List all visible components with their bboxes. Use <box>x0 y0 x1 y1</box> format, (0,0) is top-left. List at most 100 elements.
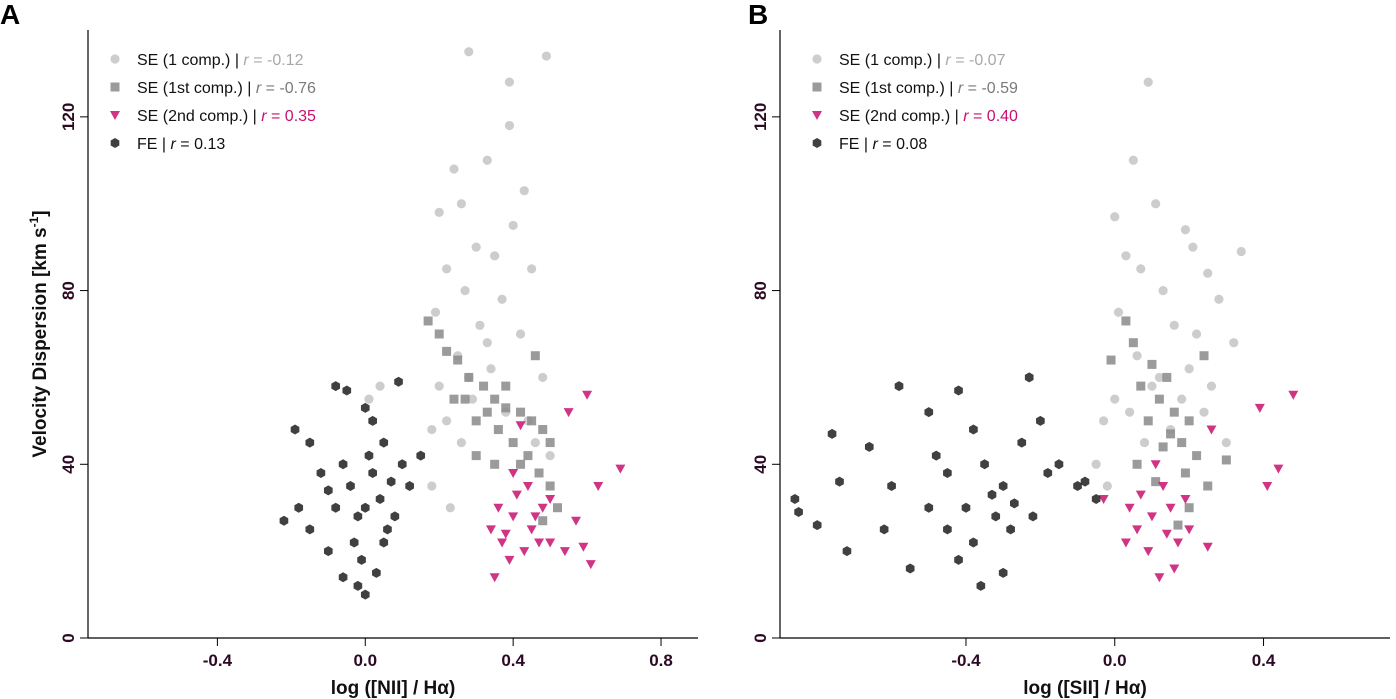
series <box>279 376 426 600</box>
point <box>449 394 459 404</box>
legend-name: SE (1 comp.) <box>137 52 230 69</box>
point <box>1151 199 1161 209</box>
point <box>453 355 463 365</box>
point <box>545 451 555 461</box>
y-tick-label: 0 <box>59 633 78 642</box>
point <box>1203 268 1213 278</box>
point <box>1206 381 1217 391</box>
panel-label: B <box>748 0 768 30</box>
series <box>1106 316 1231 530</box>
legend-entry: SE (1 comp.) | r = -0.07 <box>839 52 1006 69</box>
legend-stat-relation: = <box>968 80 977 97</box>
legend-separator: | <box>247 80 251 97</box>
point <box>530 512 541 522</box>
point <box>515 329 526 339</box>
point <box>508 512 519 522</box>
point <box>954 554 963 565</box>
legend-name: FE <box>137 136 157 153</box>
point <box>1173 520 1183 530</box>
point <box>1221 437 1231 448</box>
legend-separator: | <box>162 136 166 153</box>
point <box>368 415 377 426</box>
legend-marker <box>812 54 822 64</box>
point <box>482 407 492 417</box>
point <box>279 515 289 526</box>
point <box>305 524 315 535</box>
point <box>1143 77 1153 87</box>
point <box>475 320 485 330</box>
point <box>434 381 444 391</box>
point <box>1010 498 1019 509</box>
point <box>1102 481 1112 491</box>
point <box>485 525 496 535</box>
point <box>1132 351 1142 361</box>
point <box>943 524 952 535</box>
point <box>1139 437 1150 448</box>
legend-stat-relation: = <box>253 52 262 69</box>
point <box>1091 459 1101 469</box>
x-tick-label: 0.8 <box>649 651 673 670</box>
point <box>416 450 426 461</box>
point <box>545 495 556 505</box>
point <box>1136 381 1146 391</box>
legend-stat-value: 0.35 <box>285 108 316 125</box>
point <box>1143 416 1153 426</box>
point <box>527 416 537 426</box>
point <box>1024 372 1034 383</box>
x-tick-label: -0.4 <box>203 651 233 670</box>
point <box>1154 372 1164 383</box>
point <box>943 467 952 478</box>
point <box>504 120 515 131</box>
legend-stat-value: 0.40 <box>987 108 1018 125</box>
point <box>530 351 540 361</box>
y-axis-label: Velocity Dispersion [km s-1] <box>27 210 51 457</box>
point <box>1180 495 1191 505</box>
point <box>530 437 540 448</box>
y-label-end: ] <box>30 210 51 216</box>
point <box>294 502 304 513</box>
legend-marker <box>110 54 120 64</box>
point <box>1098 495 1109 505</box>
point <box>394 376 403 387</box>
legend-stat-symbol: r <box>261 108 267 125</box>
point <box>931 450 941 461</box>
point <box>1236 246 1246 257</box>
point <box>894 381 904 392</box>
point <box>1143 547 1154 557</box>
point <box>442 416 452 426</box>
point <box>578 542 589 552</box>
point <box>375 494 385 505</box>
x-axis-label: log ([NII] / Hα) <box>331 678 456 699</box>
x-tick-label: -0.4 <box>951 651 981 670</box>
point <box>442 264 452 274</box>
point <box>349 537 359 548</box>
point <box>516 459 526 469</box>
point <box>534 538 545 548</box>
point <box>508 220 518 231</box>
point <box>523 451 533 461</box>
y-tick-label: 40 <box>59 455 78 474</box>
point <box>585 560 596 570</box>
point <box>1080 476 1090 487</box>
point <box>1132 525 1143 535</box>
point <box>467 394 478 404</box>
point <box>353 511 363 522</box>
point <box>519 547 530 557</box>
point <box>864 441 874 452</box>
point <box>1199 407 1209 417</box>
x-tick-label: 0.0 <box>1103 651 1127 670</box>
legend-stat-relation: = <box>882 136 891 153</box>
point <box>508 438 518 448</box>
panel: A -0.4 0.0 0.4 0.8 0 40 80 120 log ([NII] / Hα) Ve… <box>0 0 698 699</box>
point <box>1154 394 1164 404</box>
legend-stat-value: -0.07 <box>969 52 1006 69</box>
point <box>360 402 370 413</box>
y-tick-label: 80 <box>59 281 78 300</box>
point <box>471 416 481 426</box>
legend-entry: SE (2nd comp.) | r = 0.40 <box>839 108 1018 125</box>
point <box>842 546 852 557</box>
y-tick-label: 40 <box>751 455 770 474</box>
legend-separator: | <box>949 80 953 97</box>
point <box>442 346 452 356</box>
